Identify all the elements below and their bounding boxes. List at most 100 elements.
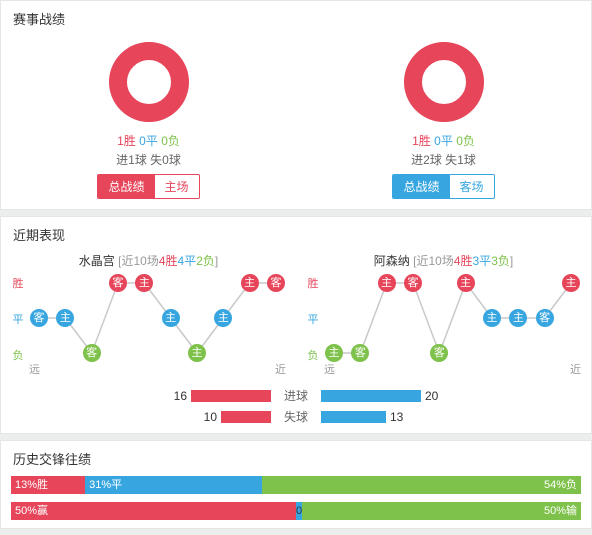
h2h-panel: 历史交锋往绩 13%胜31%平54%负 50%赢0%走50%输 [0,440,592,529]
h2h-segment: 13%胜 [11,476,85,494]
draws-left: 0平 [139,134,158,148]
bar-left-rect [221,411,271,423]
bar-left: 10 [1,410,271,424]
form-node: 客 [83,344,101,362]
recent-l-right: 3负 [491,254,510,268]
form-node: 客 [536,309,554,327]
h2h-segment: 50%输 [302,502,581,520]
match-record-panel: 赛事战绩 1胜 0平 0负 进1球 失0球 总战绩 主场 1胜 0平 0负 进2… [0,0,592,210]
tab-total-right[interactable]: 总战绩 [393,175,449,198]
form-node: 主 [325,344,343,362]
tab-away-right[interactable]: 客场 [450,175,494,198]
h2h-segment: 50%赢 [11,502,296,520]
wdl-line-right: 1胜 0平 0负 [412,132,475,149]
loses-left: 0负 [161,134,180,148]
bar-right-val: 13 [390,410,403,424]
bar-left-val: 16 [174,389,187,403]
bar-right-val: 20 [425,389,438,403]
goal-bar-row: 16 进球 20 [1,387,591,404]
form-node: 主 [241,274,259,292]
ylabel-win: 胜 [11,275,25,291]
recent-left: 水晶宫 [近10场4胜4平2负] 胜 平 负 客主客客主主主主主客 远 近 [1,248,296,371]
recent-form-panel: 近期表现 水晶宫 [近10场4胜4平2负] 胜 平 负 客主客客主主主主主客 远… [0,216,592,434]
form-node: 客 [109,274,127,292]
form-node: 主 [457,274,475,292]
match-record-columns: 1胜 0平 0负 进1球 失0球 总战绩 主场 1胜 0平 0负 进2球 失1球… [1,32,591,209]
h2h-segment: 54%负 [262,476,581,494]
form-node: 客 [30,309,48,327]
form-node: 客 [430,344,448,362]
tab-total-left[interactable]: 总战绩 [98,175,154,198]
bracket-suffix-left: ] [215,254,218,268]
xlabel-near: 近 [275,361,286,377]
h2h-row-wdl: 13%胜31%平54%负 [11,476,581,494]
form-node: 主 [509,309,527,327]
plot-left: 客主客客主主主主主客 [29,273,286,363]
bar-left: 16 [1,389,271,403]
team-name-right: 阿森纳 [374,254,410,268]
match-record-title: 赛事战绩 [1,1,591,32]
bar-right-rect [321,411,386,423]
bar-right: 13 [321,410,591,424]
donut-chart-right [404,42,484,122]
form-node: 主 [162,309,180,327]
ylabel-win: 胜 [306,275,320,291]
bar-mid-label: 失球 [271,408,321,425]
h2h-title: 历史交锋往绩 [1,441,591,472]
bar-left-val: 10 [204,410,217,424]
form-node: 主 [562,274,580,292]
recent-w-right: 4胜 [454,254,473,268]
recent-left-head: 水晶宫 [近10场4胜4平2负] [11,252,286,269]
draws-right: 0平 [434,134,453,148]
h2h-row-handicap: 50%赢0%走50%输 [11,502,581,520]
ylabel-lose: 负 [306,347,320,363]
bar-right: 20 [321,389,591,403]
form-node: 主 [135,274,153,292]
recent-chart-left: 胜 平 负 客主客客主主主主主客 远 近 [11,273,286,363]
wins-left: 1胜 [117,134,136,148]
h2h-segment: 31%平 [85,476,262,494]
recent-w-left: 4胜 [159,254,178,268]
tabs-right: 总战绩 客场 [392,174,494,199]
bracket-prefix-left: [近10场 [118,254,159,268]
recent-chart-right: 胜 平 负 主客主客客主主主客主 远 近 [306,273,581,363]
goals-line-left: 进1球 失0球 [116,151,181,168]
xlabel-far: 远 [29,361,40,377]
team-name-left: 水晶宫 [79,254,115,268]
xlabel-far: 远 [324,361,335,377]
bar-mid-label: 进球 [271,387,321,404]
form-node: 主 [378,274,396,292]
recent-d-right: 3平 [473,254,492,268]
wins-right: 1胜 [412,134,431,148]
form-node: 客 [351,344,369,362]
form-node: 主 [56,309,74,327]
plot-right: 主客主客客主主主客主 [324,273,581,363]
form-node: 客 [404,274,422,292]
ylabel-draw: 平 [306,311,320,327]
bar-left-rect [191,390,271,402]
form-node: 主 [214,309,232,327]
bracket-prefix-right: [近10场 [413,254,454,268]
recent-right: 阿森纳 [近10场4胜3平3负] 胜 平 负 主客主客客主主主客主 远 近 [296,248,591,371]
goals-line-right: 进2球 失1球 [411,151,476,168]
form-node: 主 [188,344,206,362]
match-record-right: 1胜 0平 0负 进2球 失1球 总战绩 客场 [296,32,591,209]
goal-bars: 16 进球 20 10 失球 13 [1,387,591,425]
ylabel-lose: 负 [11,347,25,363]
loses-right: 0负 [456,134,475,148]
bar-right-rect [321,390,421,402]
tab-home-left[interactable]: 主场 [155,175,199,198]
match-record-left: 1胜 0平 0负 进1球 失0球 总战绩 主场 [1,32,296,209]
form-node: 主 [483,309,501,327]
recent-form-columns: 水晶宫 [近10场4胜4平2负] 胜 平 负 客主客客主主主主主客 远 近 阿森… [1,248,591,371]
bracket-suffix-right: ] [510,254,513,268]
donut-chart-left [109,42,189,122]
xlabel-near: 近 [570,361,581,377]
recent-right-head: 阿森纳 [近10场4胜3平3负] [306,252,581,269]
goal-bar-row: 10 失球 13 [1,408,591,425]
tabs-left: 总战绩 主场 [97,174,199,199]
recent-l-left: 2负 [196,254,215,268]
form-node: 客 [267,274,285,292]
ylabel-draw: 平 [11,311,25,327]
recent-form-title: 近期表现 [1,217,591,248]
